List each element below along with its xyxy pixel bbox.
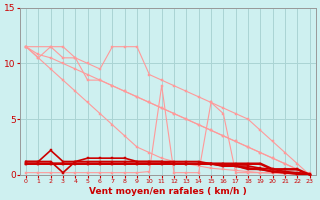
X-axis label: Vent moyen/en rafales ( km/h ): Vent moyen/en rafales ( km/h )	[89, 187, 247, 196]
